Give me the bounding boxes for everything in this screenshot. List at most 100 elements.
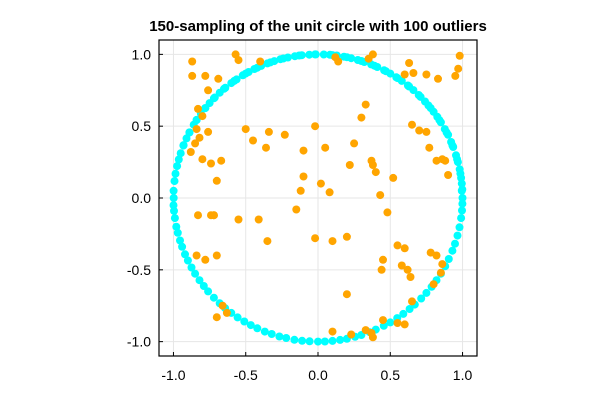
x-tick-label: 1.0 xyxy=(453,367,473,383)
circle-sample-point xyxy=(448,141,457,150)
circle-sample-point xyxy=(241,69,250,78)
circle-sample-point xyxy=(233,313,242,322)
circle-sample-point xyxy=(253,63,262,72)
outlier-point xyxy=(212,313,221,322)
outlier-point xyxy=(403,265,412,274)
circle-sample-point xyxy=(170,177,179,186)
outlier-point xyxy=(379,316,387,325)
outlier-point xyxy=(334,57,343,66)
circle-sample-point xyxy=(253,324,262,333)
outlier-point xyxy=(361,100,370,109)
outlier-point xyxy=(377,265,386,274)
circle-sample-point xyxy=(426,104,435,113)
outlier-point xyxy=(406,273,415,281)
x-tick-label: 0.0 xyxy=(308,367,328,383)
circle-sample-point xyxy=(336,335,345,344)
circle-sample-point xyxy=(179,141,188,150)
outlier-point xyxy=(254,215,263,224)
outlier-point xyxy=(393,241,402,250)
outlier-point xyxy=(321,143,330,152)
y-tick-label: 0.5 xyxy=(132,118,152,134)
circle-sample-point xyxy=(456,169,465,178)
outlier-point xyxy=(444,171,453,179)
circle-sample-point xyxy=(451,239,459,248)
outlier-point xyxy=(207,159,215,168)
circle-sample-point xyxy=(458,206,466,215)
circle-sample-point xyxy=(182,134,191,143)
outlier-point xyxy=(328,327,337,336)
outlier-point xyxy=(383,208,392,217)
outlier-point xyxy=(201,71,210,80)
circle-sample-point xyxy=(381,67,390,76)
circle-sample-point xyxy=(209,94,218,103)
x-tick-label: -0.5 xyxy=(234,367,258,383)
circle-sample-point xyxy=(181,250,189,259)
outlier-point xyxy=(311,122,320,131)
outlier-point xyxy=(368,50,377,59)
circle-sample-point xyxy=(319,50,328,59)
y-tick-label: 0.0 xyxy=(132,190,152,206)
outlier-point xyxy=(441,156,450,165)
outlier-point xyxy=(328,237,337,246)
outlier-point xyxy=(234,56,243,65)
y-tick-label: -0.5 xyxy=(127,262,151,278)
circle-sample-point xyxy=(314,337,322,346)
circle-sample-point xyxy=(169,186,178,195)
circle-sample-point xyxy=(305,337,314,346)
circle-sample-point xyxy=(173,228,182,237)
outlier-point xyxy=(325,188,334,197)
circle-sample-point xyxy=(282,334,291,342)
outlier-point xyxy=(368,161,377,169)
circle-sample-point xyxy=(295,51,304,60)
outlier-point xyxy=(454,64,463,73)
outlier-point xyxy=(400,70,409,79)
circle-sample-point xyxy=(192,116,201,124)
circle-sample-point xyxy=(453,231,462,240)
circle-sample-point xyxy=(320,337,329,346)
circle-sample-point xyxy=(357,57,366,65)
outlier-point xyxy=(422,70,431,79)
outlier-point xyxy=(186,148,195,156)
outlier-series xyxy=(186,50,464,342)
outlier-point xyxy=(264,127,273,136)
outlier-point xyxy=(432,251,441,260)
outlier-point xyxy=(451,71,460,80)
outlier-point xyxy=(292,205,301,214)
circle-sample-point xyxy=(386,318,395,327)
circle-sample-point xyxy=(260,327,269,336)
outlier-point xyxy=(212,251,221,260)
outlier-point xyxy=(368,333,377,342)
outlier-point xyxy=(409,69,418,77)
x-tick-label: 0.5 xyxy=(381,367,401,383)
circle-sample-point xyxy=(328,336,337,345)
outlier-point xyxy=(376,191,385,200)
outlier-point xyxy=(397,261,406,270)
outlier-point xyxy=(218,301,227,310)
outlier-point xyxy=(436,268,445,277)
circle-sample-point xyxy=(173,162,182,171)
outlier-point xyxy=(191,139,200,148)
circle-sample-point xyxy=(267,330,276,338)
axis-ticks xyxy=(159,53,464,356)
circle-sample-point xyxy=(393,74,402,83)
y-tick-label: -1.0 xyxy=(127,334,151,350)
outlier-point xyxy=(408,120,416,129)
outlier-point xyxy=(296,186,305,195)
outlier-point xyxy=(249,136,257,145)
circle-sample-point xyxy=(204,287,213,296)
outlier-point xyxy=(188,71,197,80)
outlier-point xyxy=(241,125,250,134)
circle-sample-point xyxy=(453,155,462,164)
circle-sample-point xyxy=(311,50,320,59)
outlier-point xyxy=(194,211,202,220)
outlier-point xyxy=(429,280,438,289)
circle-sample-point xyxy=(171,169,180,178)
circle-sample-point xyxy=(275,332,284,341)
outlier-point xyxy=(204,127,213,136)
circle-sample-point xyxy=(195,276,204,285)
outlier-point xyxy=(194,104,202,113)
circle-sample-point xyxy=(422,288,431,297)
outlier-point xyxy=(422,127,431,136)
circle-sample-point xyxy=(172,222,181,231)
circle-sample-point xyxy=(201,104,210,113)
